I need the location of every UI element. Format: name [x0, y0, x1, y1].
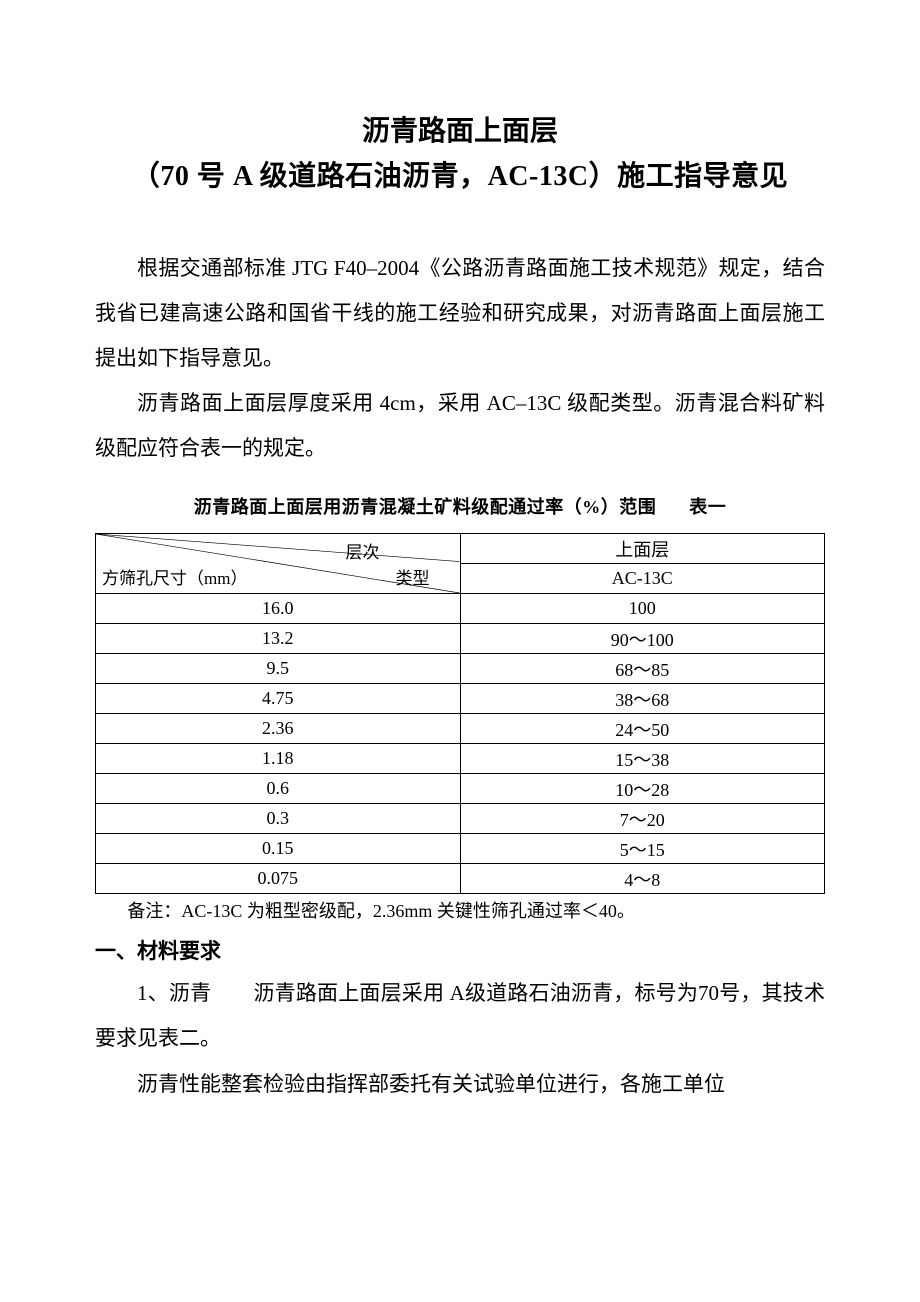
table-cell: 38～68: [460, 684, 825, 714]
table-cell: 2.36: [96, 714, 461, 744]
table-cell: 16.0: [96, 594, 461, 624]
table-cell: 68～85: [460, 654, 825, 684]
diagonal-header-cell: 层次 类型 方筛孔尺寸（mm）: [96, 534, 461, 594]
table-cell: 5～15: [460, 834, 825, 864]
section-1-item-1: 1、沥青 沥青路面上面层采用 A级道路石油沥青，标号为70号，其技术要求见表二。: [95, 971, 825, 1061]
intro-paragraph-1: 根据交通部标准 JTG F40–2004《公路沥青路面施工技术规范》规定，结合我…: [95, 246, 825, 381]
table1-caption: 沥青路面上面层用沥青混凝土矿料级配通过率（%）范围 表一: [95, 493, 825, 519]
section-1-heading: 一、材料要求: [95, 935, 825, 965]
table-cell: 100: [460, 594, 825, 624]
table-header-row: 层次 类型 方筛孔尺寸（mm） 上面层: [96, 534, 825, 564]
table-cell: 24～50: [460, 714, 825, 744]
title-line-2: （70 号 A 级道路石油沥青，AC-13C）施工指导意见: [95, 155, 825, 200]
section-1-item-2: 沥青性能整套检验由指挥部委托有关试验单位进行，各施工单位: [95, 1062, 825, 1107]
table-cell: 7～20: [460, 804, 825, 834]
table-cell: 15～38: [460, 744, 825, 774]
col-header-bottom: AC-13C: [460, 564, 825, 594]
table-row: 2.3624～50: [96, 714, 825, 744]
table1-caption-number: 表一: [689, 497, 726, 517]
table-row: 0.37～20: [96, 804, 825, 834]
table-row: 16.0100: [96, 594, 825, 624]
table-row: 4.7538～68: [96, 684, 825, 714]
table1-caption-main: 沥青路面上面层用沥青混凝土矿料级配通过率（%）范围: [194, 497, 657, 517]
col-header-top: 上面层: [460, 534, 825, 564]
table-cell: 1.18: [96, 744, 461, 774]
table-cell: 90～100: [460, 624, 825, 654]
table-cell: 4～8: [460, 864, 825, 894]
diag-label-mid: 类型: [396, 564, 430, 589]
table-cell: 10～28: [460, 774, 825, 804]
diag-label-top: 层次: [346, 538, 380, 563]
table-row: 9.568～85: [96, 654, 825, 684]
gradation-table: 层次 类型 方筛孔尺寸（mm） 上面层 AC-13C 16.010013.290…: [95, 533, 825, 894]
table-cell: 0.3: [96, 804, 461, 834]
table-row: 0.155～15: [96, 834, 825, 864]
table-cell: 0.15: [96, 834, 461, 864]
table-row: 0.0754～8: [96, 864, 825, 894]
table-cell: 0.6: [96, 774, 461, 804]
table-row: 1.1815～38: [96, 744, 825, 774]
diag-label-bottom: 方筛孔尺寸（mm）: [102, 564, 247, 589]
table-cell: 13.2: [96, 624, 461, 654]
table-cell: 0.075: [96, 864, 461, 894]
table-cell: 4.75: [96, 684, 461, 714]
table-cell: 9.5: [96, 654, 461, 684]
table1-note: 备注：AC-13C 为粗型密级配，2.36mm 关键性筛孔通过率＜40。: [95, 898, 825, 925]
table-row: 13.290～100: [96, 624, 825, 654]
intro-paragraph-2: 沥青路面上面层厚度采用 4cm，采用 AC–13C 级配类型。沥青混合料矿料级配…: [95, 381, 825, 471]
title-line-1: 沥青路面上面层: [95, 110, 825, 155]
document-title: 沥青路面上面层 （70 号 A 级道路石油沥青，AC-13C）施工指导意见: [95, 110, 825, 200]
table-row: 0.610～28: [96, 774, 825, 804]
